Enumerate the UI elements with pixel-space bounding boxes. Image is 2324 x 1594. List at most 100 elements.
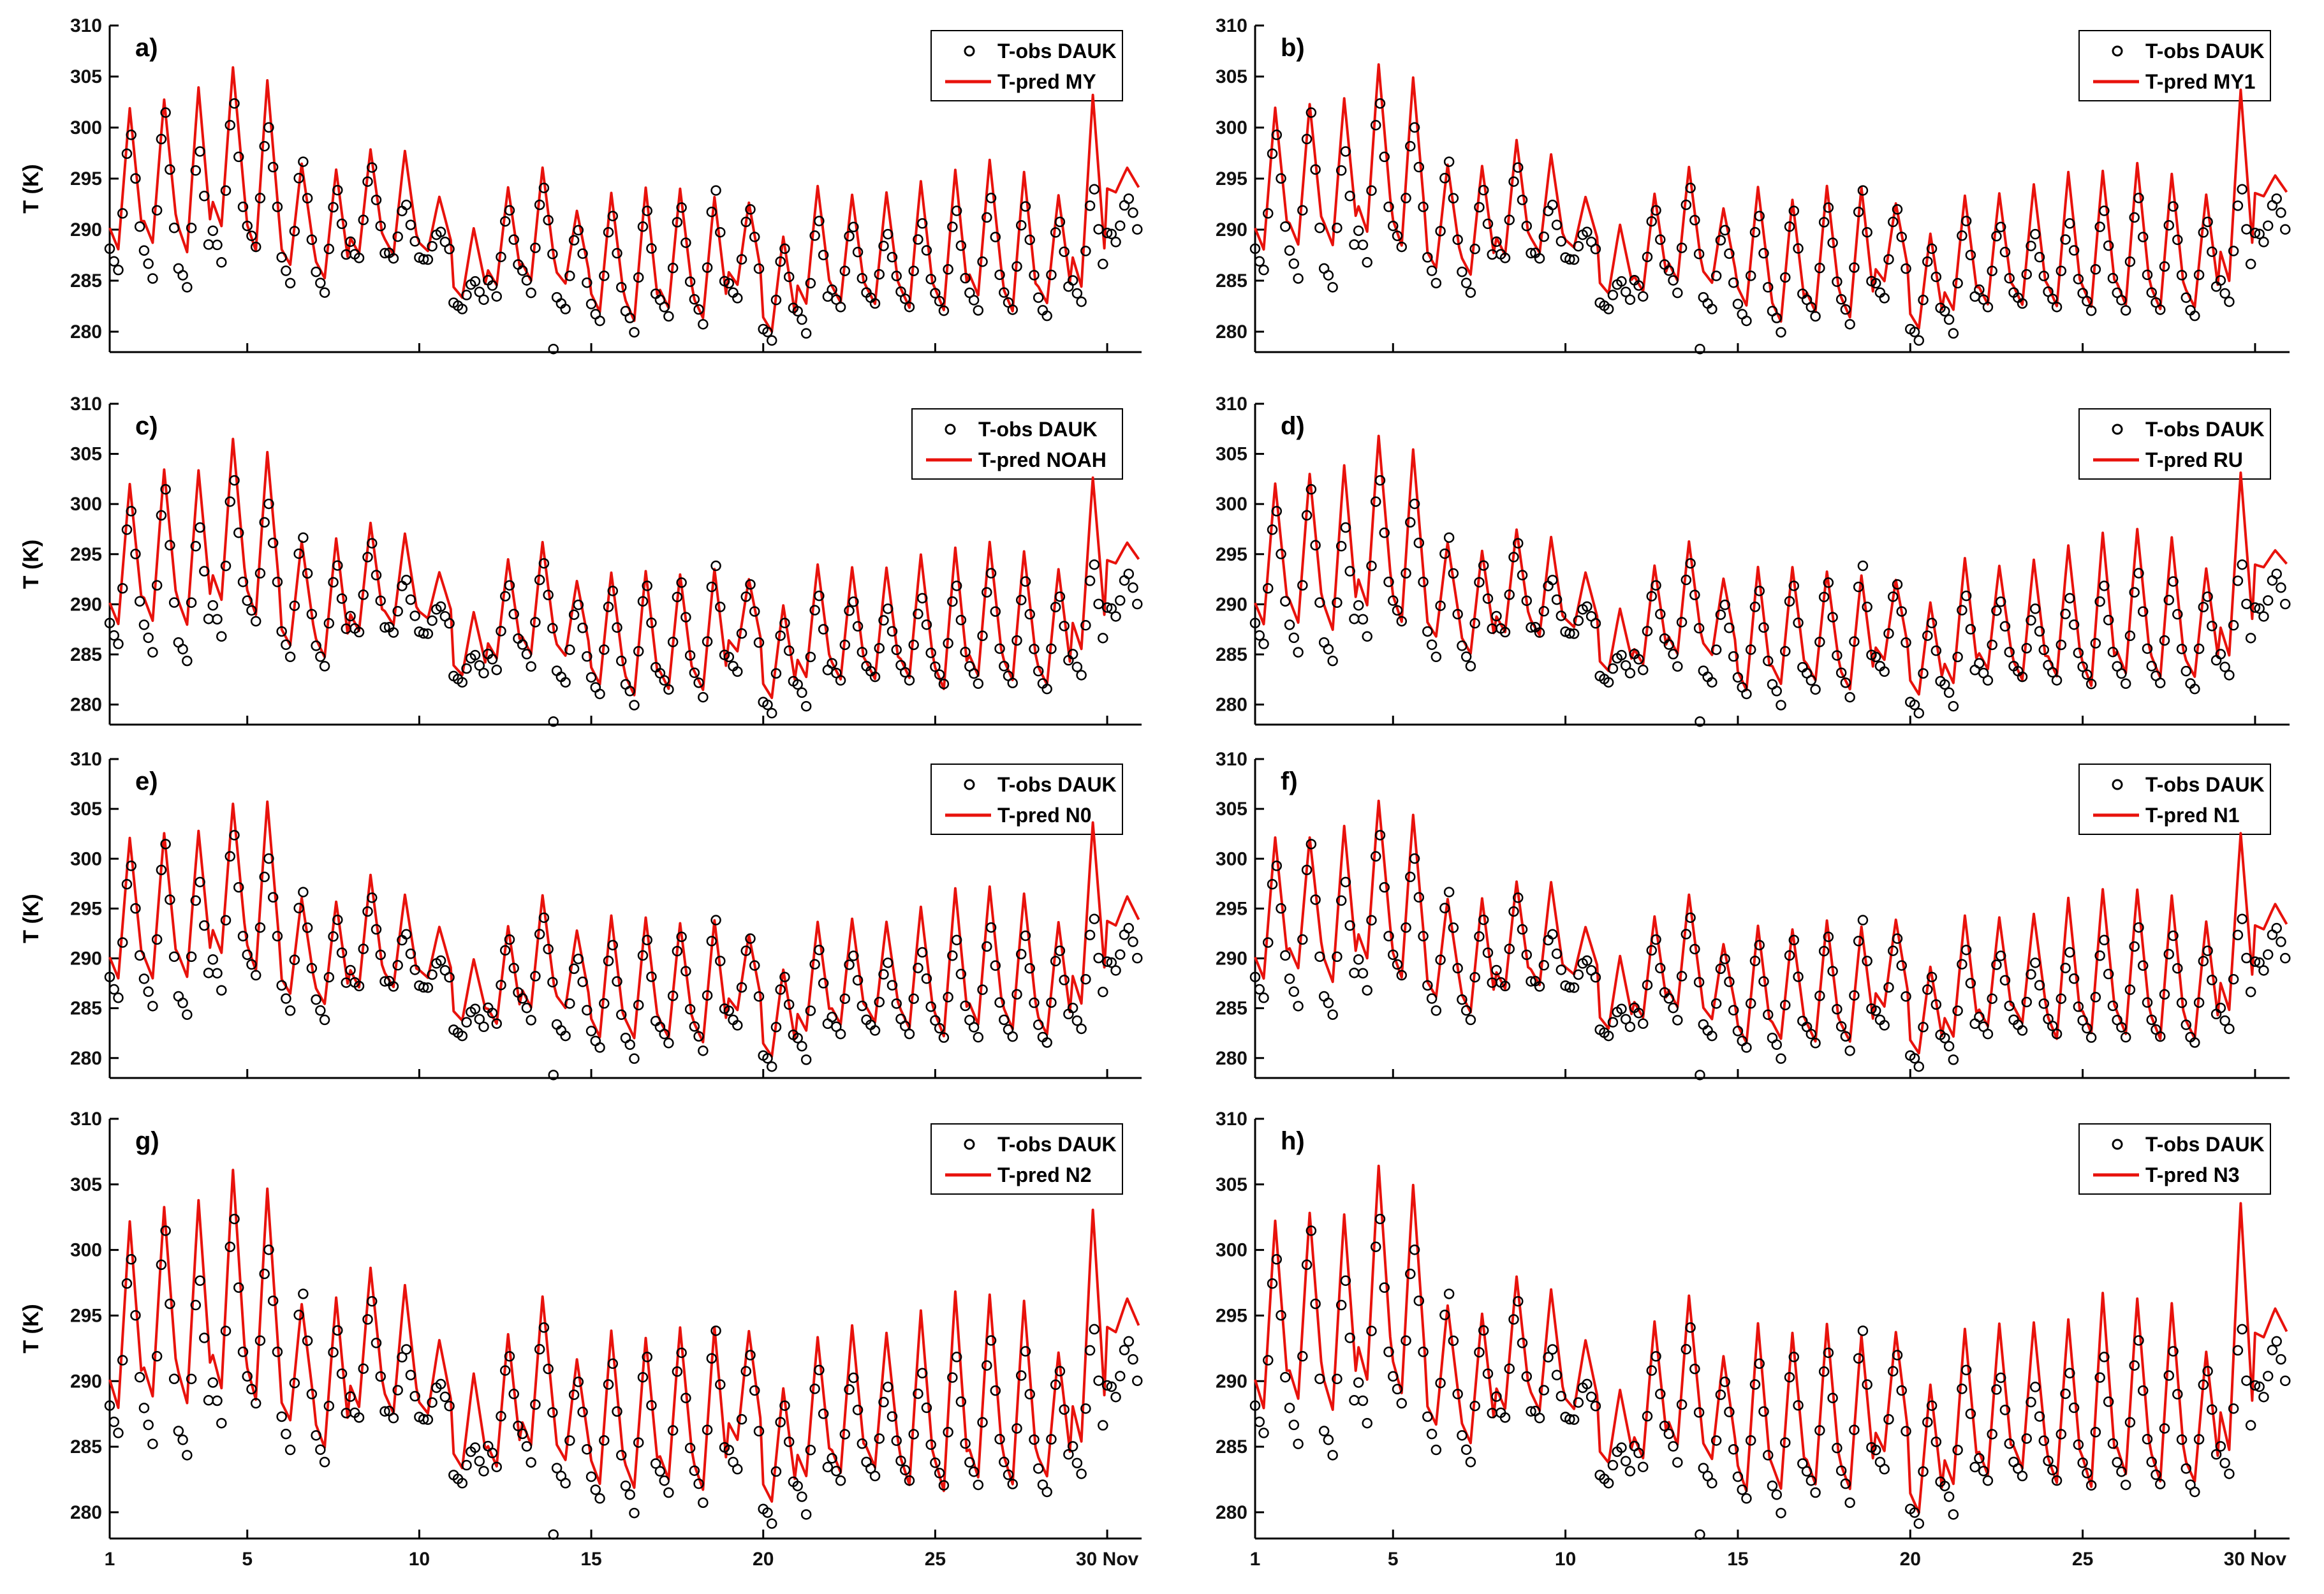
obs-point xyxy=(427,615,438,626)
obs-point xyxy=(138,973,150,984)
obs-point xyxy=(1551,594,1563,605)
obs-point xyxy=(1357,1395,1369,1406)
obs-point xyxy=(831,1465,842,1477)
obs-point xyxy=(1999,621,2011,632)
obs-point xyxy=(1046,997,1057,1008)
obs-point xyxy=(496,251,506,263)
obs-point xyxy=(1672,1015,1683,1026)
obs-point xyxy=(469,276,481,287)
obs-point xyxy=(1128,936,1138,947)
obs-point xyxy=(302,193,313,204)
obs-point xyxy=(960,646,971,658)
obs-point xyxy=(1071,661,1083,672)
obs-point xyxy=(599,644,610,655)
obs-point xyxy=(2090,638,2101,649)
obs-point xyxy=(358,943,369,954)
obs-point xyxy=(835,675,846,686)
obs-point xyxy=(2004,1438,2015,1449)
obs-point xyxy=(629,327,640,338)
obs-point xyxy=(1327,1009,1338,1020)
obs-point xyxy=(2241,952,2252,964)
obs-point xyxy=(1974,1012,1985,1022)
obs-point xyxy=(1707,304,1717,314)
obs-point xyxy=(857,273,868,284)
obs-point xyxy=(156,510,167,521)
y-tick-label: 305 xyxy=(70,444,102,465)
obs-point xyxy=(1443,887,1455,897)
obs-point xyxy=(706,207,717,218)
obs-point xyxy=(827,1012,837,1022)
obs-point xyxy=(138,1403,150,1413)
obs-point xyxy=(444,971,455,983)
obs-point xyxy=(1547,200,1558,210)
obs-point xyxy=(435,955,446,966)
obs-point xyxy=(353,253,365,263)
obs-point xyxy=(654,1466,666,1477)
obs-point xyxy=(1271,506,1283,517)
pred-series-line xyxy=(1254,799,2288,1055)
obs-point xyxy=(1724,248,1735,259)
obs-point xyxy=(323,1400,335,1412)
obs-point xyxy=(1059,621,1070,631)
obs-point xyxy=(1271,860,1283,871)
obs-point xyxy=(899,1465,911,1475)
obs-point xyxy=(250,970,261,981)
obs-point xyxy=(1784,596,1795,607)
obs-point xyxy=(1939,679,1950,690)
obs-point xyxy=(1844,1497,1855,1509)
obs-point xyxy=(702,262,713,273)
panel-label: f) xyxy=(1281,767,1298,795)
obs-point xyxy=(1896,960,1907,971)
obs-point xyxy=(2258,237,2269,247)
obs-point xyxy=(2146,1014,2157,1026)
obs-point xyxy=(358,214,369,226)
obs-point xyxy=(1844,1045,1855,1056)
obs-point xyxy=(2038,270,2050,281)
obs-point xyxy=(543,589,554,600)
obs-point xyxy=(186,951,197,963)
obs-point xyxy=(457,304,468,314)
obs-point xyxy=(233,1282,244,1293)
obs-point xyxy=(293,548,304,559)
obs-point xyxy=(2155,304,2166,315)
obs-point xyxy=(1310,1298,1321,1310)
legend-obs-label: T-obs DAUK xyxy=(997,1133,1117,1156)
obs-point xyxy=(2094,221,2105,232)
obs-point xyxy=(478,294,489,306)
obs-point xyxy=(2254,1381,2265,1392)
obs-point xyxy=(1564,1413,1575,1425)
obs-point xyxy=(1288,632,1300,644)
obs-point xyxy=(994,269,1005,281)
obs-point xyxy=(1892,579,1903,590)
obs-point xyxy=(1011,989,1022,1000)
obs-point xyxy=(1323,1435,1334,1445)
obs-point xyxy=(1513,1295,1524,1307)
obs-point xyxy=(216,631,227,642)
obs-point xyxy=(418,1413,429,1425)
obs-point xyxy=(543,1363,554,1375)
obs-point xyxy=(822,1461,834,1473)
obs-point xyxy=(1931,271,1942,283)
obs-point xyxy=(254,922,266,933)
obs-point xyxy=(1607,1459,1619,1471)
obs-point xyxy=(2026,1396,2036,1408)
obs-point xyxy=(1426,993,1438,1004)
obs-point xyxy=(985,193,997,203)
obs-point xyxy=(160,107,171,118)
y-axis-label: T (K) xyxy=(19,1304,43,1353)
obs-point xyxy=(2021,996,2032,1008)
obs-point xyxy=(121,878,133,890)
obs-point xyxy=(582,1443,592,1455)
obs-point xyxy=(1999,1405,2011,1415)
obs-point xyxy=(1633,654,1644,665)
obs-point xyxy=(1689,589,1700,600)
obs-point xyxy=(487,654,498,665)
obs-point xyxy=(616,655,627,667)
obs-point xyxy=(1835,1465,1847,1476)
obs-point xyxy=(1957,605,1967,616)
obs-point xyxy=(663,1038,674,1049)
y-tick-label: 285 xyxy=(1216,998,1247,1019)
obs-point xyxy=(1547,929,1558,940)
obs-point xyxy=(2142,269,2153,281)
obs-point xyxy=(1418,577,1429,587)
